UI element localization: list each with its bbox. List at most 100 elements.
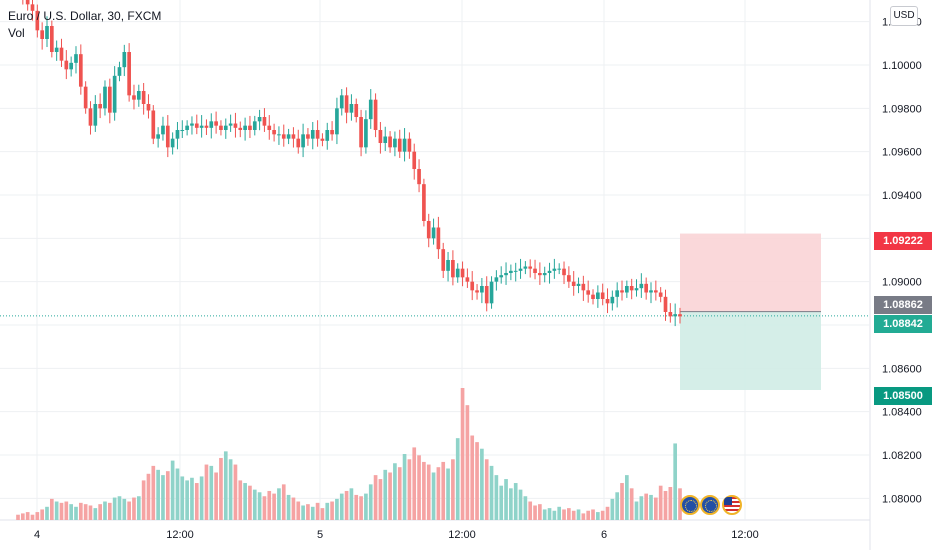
volume-bar bbox=[209, 465, 214, 520]
candle-body bbox=[175, 130, 180, 139]
volume-bar bbox=[136, 496, 141, 520]
volume-bar bbox=[59, 502, 64, 520]
candle-body bbox=[378, 130, 383, 143]
candle-body bbox=[78, 54, 83, 87]
volume-bar bbox=[344, 490, 349, 520]
volume-bar bbox=[223, 451, 228, 520]
candle-body bbox=[54, 47, 59, 52]
volume-bar bbox=[620, 483, 624, 520]
candle-body bbox=[214, 121, 218, 126]
volume-bar bbox=[475, 442, 479, 520]
candle-body bbox=[436, 227, 441, 250]
volume-bar bbox=[325, 502, 330, 520]
candle-body bbox=[499, 275, 504, 278]
candle-body bbox=[634, 288, 639, 291]
candle-body bbox=[658, 292, 663, 297]
volume-bar bbox=[465, 405, 470, 520]
volume-bar bbox=[397, 467, 402, 520]
y-tick-label: 1.09800 bbox=[882, 103, 922, 115]
candle-body bbox=[605, 299, 610, 304]
candle-body bbox=[127, 52, 131, 96]
candle-body bbox=[571, 281, 576, 286]
x-tick-label: 12:00 bbox=[166, 529, 194, 541]
candle-body bbox=[107, 86, 112, 113]
candle-body bbox=[190, 123, 194, 126]
candle-body bbox=[610, 296, 615, 304]
volume-bar bbox=[281, 484, 286, 520]
us-flag-icon[interactable] bbox=[722, 495, 742, 515]
candle-body bbox=[233, 123, 238, 128]
volume-bar bbox=[257, 492, 262, 520]
volume-bar bbox=[214, 472, 218, 520]
candle-body bbox=[286, 134, 291, 139]
candle-body bbox=[132, 95, 136, 100]
volume-bar bbox=[663, 490, 668, 520]
volume-bar bbox=[542, 509, 547, 520]
symbol-title[interactable]: Euro / U.S. Dollar, 30, FXCM bbox=[8, 9, 162, 23]
volume-bar bbox=[658, 485, 663, 520]
volume-bar bbox=[248, 485, 252, 520]
candle-body bbox=[547, 270, 552, 273]
volume-bar bbox=[402, 454, 407, 520]
candle-body bbox=[272, 130, 276, 135]
volume-bar bbox=[112, 497, 117, 520]
candle-body bbox=[35, 10, 40, 31]
volume-bar bbox=[156, 469, 160, 520]
candle-body bbox=[513, 270, 518, 272]
volume-bar bbox=[296, 501, 301, 520]
volume-bar bbox=[310, 506, 315, 520]
candle-body bbox=[291, 134, 296, 139]
y-tick-label: 1.08200 bbox=[882, 450, 922, 462]
eu-stars-icon bbox=[685, 500, 697, 512]
volume-bar bbox=[436, 467, 441, 520]
volume-bar bbox=[441, 461, 446, 520]
candle-body bbox=[364, 119, 368, 148]
y-tick-label: 1.09600 bbox=[882, 147, 922, 159]
candle-body bbox=[518, 268, 523, 271]
volume-bar bbox=[412, 447, 417, 520]
candle-body bbox=[542, 273, 547, 276]
candle-body bbox=[320, 138, 325, 141]
candle-body bbox=[40, 30, 44, 39]
eu-flag-icon[interactable] bbox=[680, 495, 700, 515]
candle-body bbox=[654, 290, 658, 293]
currency-button[interactable]: USD bbox=[890, 6, 918, 26]
volume-bar bbox=[185, 480, 189, 520]
volume-bar bbox=[431, 472, 436, 520]
volume-bar bbox=[615, 492, 620, 520]
volume-bar bbox=[194, 483, 199, 520]
eu-flag-icon[interactable] bbox=[700, 495, 720, 515]
volume-bar bbox=[426, 464, 431, 520]
volume-bar bbox=[161, 475, 165, 520]
candle-body bbox=[267, 125, 272, 130]
candle-body bbox=[581, 283, 586, 291]
candle-body bbox=[538, 273, 542, 276]
volume-bar bbox=[98, 504, 102, 520]
volume-bar bbox=[571, 510, 576, 520]
volume-bar bbox=[644, 493, 649, 520]
candle-body bbox=[649, 290, 653, 293]
x-tick-label: 6 bbox=[601, 529, 607, 541]
candle-body bbox=[151, 110, 156, 139]
candle-body bbox=[354, 104, 359, 117]
candle-body bbox=[644, 283, 649, 293]
candle-body bbox=[576, 283, 581, 286]
candle-body bbox=[668, 312, 673, 317]
y-tick-label: 1.08400 bbox=[882, 407, 922, 419]
candle-body bbox=[422, 184, 426, 221]
eu-stars-icon bbox=[705, 500, 717, 512]
volume-bar bbox=[238, 480, 243, 520]
volume-bar bbox=[272, 493, 276, 520]
candle-body bbox=[673, 314, 678, 317]
volume-bar bbox=[533, 505, 537, 520]
volume-bar bbox=[625, 475, 629, 520]
candle-body bbox=[257, 117, 262, 122]
candle-body bbox=[238, 127, 243, 130]
candle-body bbox=[59, 47, 64, 61]
candle-body bbox=[146, 104, 151, 111]
volume-bar bbox=[170, 460, 175, 520]
volume-indicator-label[interactable]: Vol bbox=[8, 26, 25, 40]
candle-body bbox=[330, 130, 334, 135]
volume-bar bbox=[286, 494, 291, 520]
